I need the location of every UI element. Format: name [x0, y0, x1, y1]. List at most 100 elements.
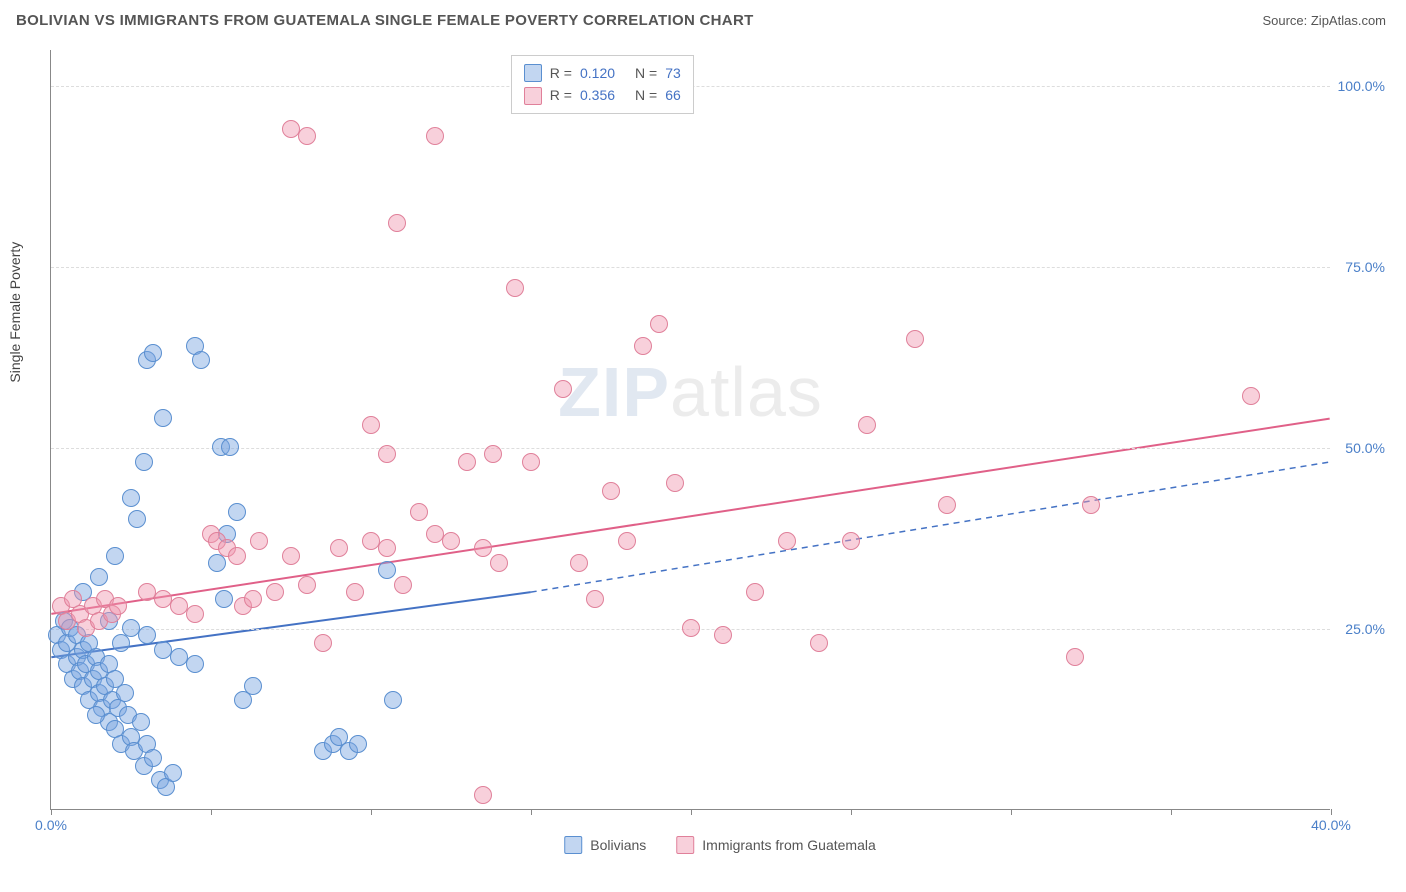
- data-point: [90, 568, 108, 586]
- data-point: [266, 583, 284, 601]
- correlation-legend: R = 0.120 N = 73 R = 0.356 N = 66: [511, 55, 694, 114]
- data-point: [602, 482, 620, 500]
- data-point: [228, 547, 246, 565]
- data-point: [650, 315, 668, 333]
- data-point: [314, 634, 332, 652]
- data-point: [330, 539, 348, 557]
- series-legend: Bolivians Immigrants from Guatemala: [564, 818, 876, 872]
- data-point: [810, 634, 828, 652]
- legend-n-value: 73: [665, 62, 681, 84]
- data-point: [474, 786, 492, 804]
- data-point: [122, 489, 140, 507]
- x-tick: [1171, 809, 1172, 815]
- y-tick-label: 75.0%: [1345, 259, 1385, 275]
- data-point: [298, 576, 316, 594]
- data-point: [144, 344, 162, 362]
- legend-row: R = 0.356 N = 66: [524, 84, 681, 106]
- data-point: [135, 453, 153, 471]
- data-point: [244, 677, 262, 695]
- data-point: [394, 576, 412, 594]
- data-point: [442, 532, 460, 550]
- data-point: [858, 416, 876, 434]
- legend-swatch: [564, 836, 582, 854]
- legend-n-label: N =: [635, 84, 657, 106]
- legend-r-label: R =: [550, 84, 572, 106]
- data-point: [112, 634, 130, 652]
- data-point: [458, 453, 476, 471]
- data-point: [109, 597, 127, 615]
- source-attribution: Source: ZipAtlas.com: [1262, 13, 1386, 28]
- x-tick: [531, 809, 532, 815]
- data-point: [378, 445, 396, 463]
- data-point: [346, 583, 364, 601]
- data-point: [87, 706, 105, 724]
- legend-row: R = 0.120 N = 73: [524, 62, 681, 84]
- series-legend-item: Immigrants from Guatemala: [676, 836, 876, 854]
- watermark: ZIPatlas: [558, 352, 823, 432]
- x-tick: [371, 809, 372, 815]
- data-point: [192, 351, 210, 369]
- data-point: [362, 416, 380, 434]
- data-point: [634, 337, 652, 355]
- data-point: [378, 539, 396, 557]
- x-tick: [1331, 809, 1332, 815]
- y-tick-label: 25.0%: [1345, 621, 1385, 637]
- x-tick: [1011, 809, 1012, 815]
- data-point: [474, 539, 492, 557]
- x-tick: [211, 809, 212, 815]
- legend-n-value: 66: [665, 84, 681, 106]
- data-point: [682, 619, 700, 637]
- x-tick-label: 40.0%: [1311, 817, 1351, 833]
- chart-container: ZIPatlas 25.0%50.0%75.0%100.0%0.0%40.0% …: [50, 50, 1390, 840]
- legend-r-value: 0.120: [580, 62, 615, 84]
- data-point: [282, 547, 300, 565]
- data-point: [426, 127, 444, 145]
- data-point: [666, 474, 684, 492]
- legend-n-label: N =: [635, 62, 657, 84]
- data-point: [938, 496, 956, 514]
- data-point: [410, 503, 428, 521]
- gridline: [51, 448, 1330, 449]
- data-point: [116, 684, 134, 702]
- series-legend-label: Immigrants from Guatemala: [702, 837, 876, 853]
- data-point: [164, 764, 182, 782]
- data-point: [484, 445, 502, 463]
- data-point: [298, 127, 316, 145]
- y-tick-label: 100.0%: [1338, 78, 1385, 94]
- plot-area: ZIPatlas 25.0%50.0%75.0%100.0%0.0%40.0%: [50, 50, 1330, 810]
- data-point: [250, 532, 268, 550]
- data-point: [778, 532, 796, 550]
- data-point: [506, 279, 524, 297]
- data-point: [746, 583, 764, 601]
- data-point: [554, 380, 572, 398]
- data-point: [154, 409, 172, 427]
- data-point: [215, 590, 233, 608]
- legend-r-value: 0.356: [580, 84, 615, 106]
- series-legend-label: Bolivians: [590, 837, 646, 853]
- data-point: [186, 655, 204, 673]
- data-point: [1066, 648, 1084, 666]
- data-point: [842, 532, 860, 550]
- data-point: [522, 453, 540, 471]
- y-tick-label: 50.0%: [1345, 440, 1385, 456]
- data-point: [906, 330, 924, 348]
- x-tick: [851, 809, 852, 815]
- data-point: [132, 713, 150, 731]
- data-point: [586, 590, 604, 608]
- series-legend-item: Bolivians: [564, 836, 646, 854]
- data-point: [618, 532, 636, 550]
- x-tick: [51, 809, 52, 815]
- x-tick-label: 0.0%: [35, 817, 67, 833]
- data-point: [378, 561, 396, 579]
- legend-swatch: [524, 64, 542, 82]
- data-point: [388, 214, 406, 232]
- y-axis-label: Single Female Poverty: [7, 242, 23, 383]
- data-point: [221, 438, 239, 456]
- data-point: [349, 735, 367, 753]
- data-point: [384, 691, 402, 709]
- data-point: [186, 605, 204, 623]
- legend-swatch: [524, 87, 542, 105]
- data-point: [244, 590, 262, 608]
- data-point: [1082, 496, 1100, 514]
- legend-r-label: R =: [550, 62, 572, 84]
